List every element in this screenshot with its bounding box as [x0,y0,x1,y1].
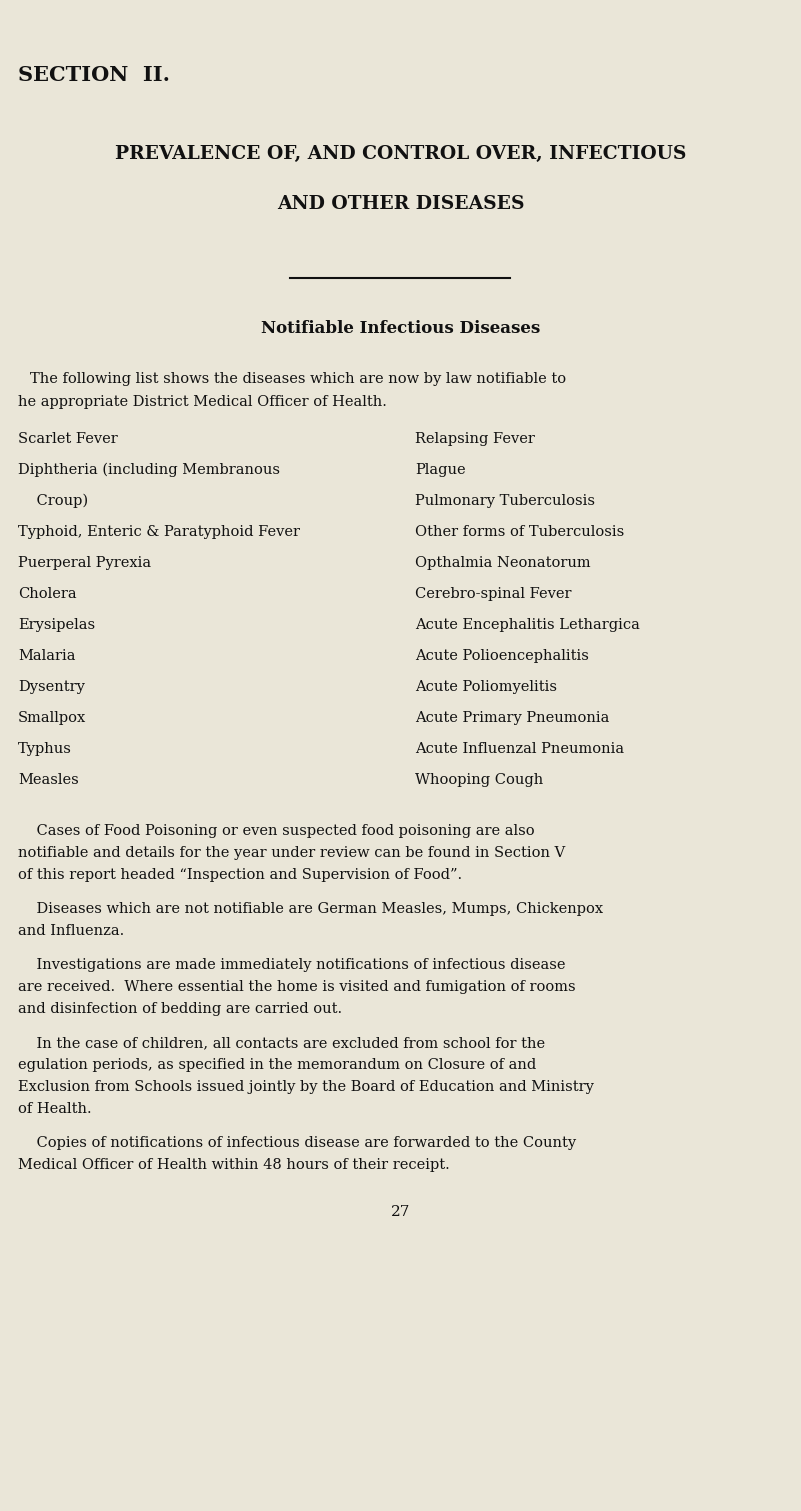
Text: Exclusion from Schools issued jointly by the Board of Education and Ministry: Exclusion from Schools issued jointly by… [18,1080,594,1094]
Text: Diphtheria (including Membranous: Diphtheria (including Membranous [18,462,280,477]
Text: Dysentry: Dysentry [18,680,85,694]
Text: Pulmonary Tuberculosis: Pulmonary Tuberculosis [415,494,595,508]
Text: Malaria: Malaria [18,650,75,663]
Text: Acute Encephalitis Lethargica: Acute Encephalitis Lethargica [415,618,640,632]
Text: Acute Polioencephalitis: Acute Polioencephalitis [415,650,589,663]
Text: Typhoid, Enteric & Paratyphoid Fever: Typhoid, Enteric & Paratyphoid Fever [18,524,300,539]
Text: The following list shows the diseases which are now by law notifiable to: The following list shows the diseases wh… [30,372,566,385]
Text: Diseases which are not notifiable are German Measles, Mumps, Chickenpox: Diseases which are not notifiable are Ge… [18,902,603,916]
Text: Cases of Food Poisoning or even suspected food poisoning are also: Cases of Food Poisoning or even suspecte… [18,823,534,839]
Text: Puerperal Pyrexia: Puerperal Pyrexia [18,556,151,570]
Text: Other forms of Tuberculosis: Other forms of Tuberculosis [415,524,624,539]
Text: notifiable and details for the year under review can be found in Section V: notifiable and details for the year unde… [18,846,566,860]
Text: Plague: Plague [415,462,465,477]
Text: and Influenza.: and Influenza. [18,925,124,938]
Text: Measles: Measles [18,774,78,787]
Text: PREVALENCE OF, AND CONTROL OVER, INFECTIOUS: PREVALENCE OF, AND CONTROL OVER, INFECTI… [115,145,686,163]
Text: Croup): Croup) [18,494,88,508]
Text: Opthalmia Neonatorum: Opthalmia Neonatorum [415,556,590,570]
Text: Cerebro-spinal Fever: Cerebro-spinal Fever [415,586,571,601]
Text: Investigations are made immediately notifications of infectious disease: Investigations are made immediately noti… [18,958,566,972]
Text: Typhus: Typhus [18,742,72,756]
Text: Whooping Cough: Whooping Cough [415,774,543,787]
Text: Cholera: Cholera [18,586,77,601]
Text: and disinfection of bedding are carried out.: and disinfection of bedding are carried … [18,1002,342,1015]
Text: Notifiable Infectious Diseases: Notifiable Infectious Diseases [261,320,540,337]
Text: Scarlet Fever: Scarlet Fever [18,432,118,446]
Text: Acute Poliomyelitis: Acute Poliomyelitis [415,680,557,694]
Text: he appropriate District Medical Officer of Health.: he appropriate District Medical Officer … [18,394,387,409]
Text: 27: 27 [391,1204,410,1219]
Text: Erysipelas: Erysipelas [18,618,95,632]
Text: SECTION  II.: SECTION II. [18,65,170,85]
Text: of this report headed “Inspection and Supervision of Food”.: of this report headed “Inspection and Su… [18,867,462,882]
Text: In the case of children, all contacts are excluded from school for the: In the case of children, all contacts ar… [18,1037,545,1050]
Text: Copies of notifications of infectious disease are forwarded to the County: Copies of notifications of infectious di… [18,1136,576,1150]
Text: are received.  Where essential the home is visited and fumigation of rooms: are received. Where essential the home i… [18,981,576,994]
Text: Medical Officer of Health within 48 hours of their receipt.: Medical Officer of Health within 48 hour… [18,1157,449,1173]
Text: AND OTHER DISEASES: AND OTHER DISEASES [277,195,524,213]
Text: Relapsing Fever: Relapsing Fever [415,432,535,446]
Text: Acute Influenzal Pneumonia: Acute Influenzal Pneumonia [415,742,624,756]
Text: of Health.: of Health. [18,1102,91,1117]
Text: Acute Primary Pneumonia: Acute Primary Pneumonia [415,712,610,725]
Text: egulation periods, as specified in the memorandum on Closure of and: egulation periods, as specified in the m… [18,1058,536,1071]
Text: Smallpox: Smallpox [18,712,87,725]
